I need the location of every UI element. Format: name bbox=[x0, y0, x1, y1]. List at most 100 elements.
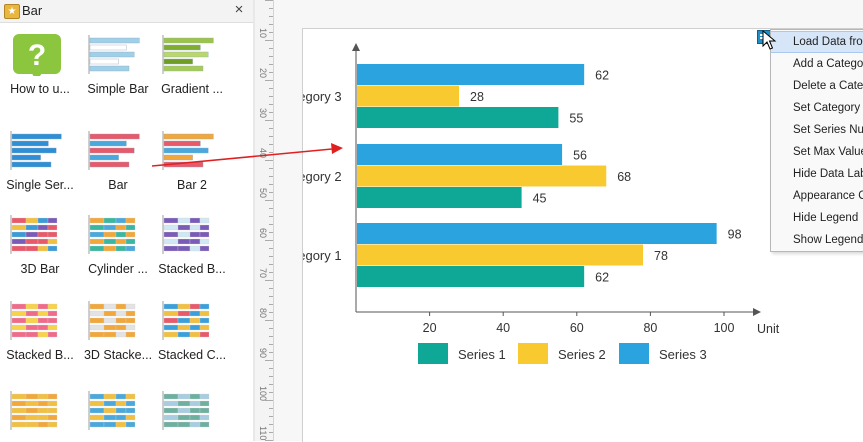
bar[interactable] bbox=[357, 64, 585, 85]
ruler-tick bbox=[269, 248, 273, 249]
template-tile[interactable]: Bar 2 bbox=[152, 128, 228, 198]
close-panel-button[interactable]: × bbox=[234, 1, 244, 18]
ruler-label: 10 bbox=[258, 27, 268, 38]
template-tile[interactable]: 3D Bar bbox=[0, 212, 76, 282]
data-label: 28 bbox=[470, 90, 484, 104]
data-label: 98 bbox=[728, 228, 742, 242]
menu-item[interactable]: Delete a Category bbox=[793, 80, 863, 92]
ruler-tick bbox=[269, 72, 273, 73]
bar[interactable] bbox=[357, 244, 644, 266]
data-label: 45 bbox=[533, 192, 547, 206]
stacked-bar-5-thumbnail bbox=[162, 391, 210, 430]
bar[interactable] bbox=[357, 187, 522, 208]
ruler-tick bbox=[269, 216, 273, 217]
template-tile[interactable] bbox=[152, 388, 228, 441]
ruler-tick bbox=[269, 64, 273, 65]
ruler-tick bbox=[269, 272, 273, 273]
ruler-tick bbox=[269, 16, 273, 17]
stacked-bar-thumbnail bbox=[162, 215, 210, 254]
template-tile[interactable]: Gradient ... bbox=[152, 32, 228, 102]
category-label: Category 2 bbox=[303, 169, 342, 184]
legend-item[interactable]: Series 2 bbox=[518, 343, 606, 364]
stacked-bar-2-thumbnail bbox=[10, 301, 58, 340]
ruler-tick bbox=[269, 408, 273, 409]
bar[interactable] bbox=[357, 85, 460, 107]
template-tile-label: Single Ser... bbox=[6, 178, 74, 192]
ruler-tick bbox=[269, 432, 273, 433]
ruler-tick bbox=[269, 144, 273, 145]
template-tile[interactable]: Cylinder ... bbox=[78, 212, 154, 282]
bar[interactable] bbox=[357, 266, 585, 287]
data-label: 62 bbox=[595, 271, 609, 285]
template-tile-label: How to u... bbox=[10, 82, 70, 96]
template-tile-label: Stacked B... bbox=[6, 348, 74, 362]
ruler-tick bbox=[269, 96, 273, 97]
star-icon: ★ bbox=[4, 4, 20, 19]
simple-bar-thumbnail bbox=[88, 35, 140, 74]
ruler-tick bbox=[265, 200, 273, 201]
template-tile[interactable]: ? How to u... bbox=[0, 32, 76, 102]
ruler-tick bbox=[265, 280, 273, 281]
bar[interactable] bbox=[357, 223, 717, 244]
drawing-page[interactable]: 20 40 60 80 100 Unit Category 1 62 78 98 Category … bbox=[302, 28, 863, 442]
ruler-tick bbox=[265, 80, 273, 81]
cylinder-bar-thumbnail bbox=[88, 215, 136, 254]
template-tile[interactable]: Bar bbox=[78, 128, 154, 198]
ruler-tick bbox=[269, 56, 273, 57]
menu-item[interactable]: Set Series Number bbox=[793, 124, 863, 136]
panel-header: ★ Bar × bbox=[0, 0, 253, 23]
ruler-label: 40 bbox=[258, 147, 268, 158]
menu-item[interactable]: Add a Category bbox=[793, 58, 863, 70]
template-tile[interactable]: Simple Bar bbox=[78, 32, 154, 102]
ruler-tick bbox=[265, 400, 273, 401]
template-tile[interactable] bbox=[78, 388, 154, 441]
ruler-tick bbox=[269, 328, 273, 329]
menu-item[interactable]: Load Data from File bbox=[771, 31, 863, 53]
template-tile[interactable]: Single Ser... bbox=[0, 128, 76, 198]
ruler-tick bbox=[265, 360, 273, 361]
legend-item[interactable]: Series 3 bbox=[619, 343, 707, 364]
menu-item[interactable]: Appearance Options bbox=[793, 190, 863, 202]
bar[interactable] bbox=[357, 107, 559, 128]
menu-item[interactable]: Set Category Number bbox=[793, 102, 863, 114]
3d-bar-thumbnail bbox=[10, 215, 58, 254]
ruler-tick bbox=[269, 112, 273, 113]
ruler-tick bbox=[269, 152, 273, 153]
template-tile-label: Cylinder ... bbox=[88, 262, 148, 276]
menu-item[interactable]: Hide Legend bbox=[793, 212, 859, 224]
bar-chart[interactable]: 20 40 60 80 100 Unit Category 1 62 78 98 Category … bbox=[303, 29, 863, 442]
bar[interactable] bbox=[357, 165, 607, 187]
ruler-tick bbox=[269, 24, 273, 25]
ruler-tick bbox=[269, 128, 273, 129]
ruler-tick bbox=[269, 344, 273, 345]
menu-item[interactable]: Hide Data Label bbox=[793, 168, 863, 180]
legend-swatch bbox=[619, 343, 649, 364]
ruler-label: 60 bbox=[258, 227, 268, 238]
ruler-tick bbox=[269, 136, 273, 137]
ruler-tick bbox=[265, 320, 273, 321]
ruler-label: 20 bbox=[258, 67, 268, 78]
x-tick-label: 100 bbox=[714, 321, 735, 335]
x-tick-label: 60 bbox=[570, 321, 584, 335]
menu-item[interactable]: Set Max Value bbox=[793, 146, 863, 158]
template-tile-label: Stacked C... bbox=[157, 348, 227, 362]
template-tile[interactable]: Stacked C... bbox=[152, 298, 228, 368]
ruler-tick bbox=[269, 208, 273, 209]
template-tile[interactable]: 3D Stacke... bbox=[78, 298, 154, 368]
template-tile[interactable] bbox=[0, 388, 76, 441]
ruler-label: 90 bbox=[258, 347, 268, 358]
legend-item[interactable]: Series 1 bbox=[418, 343, 506, 364]
ruler-tick bbox=[269, 48, 273, 49]
template-tile[interactable]: Stacked B... bbox=[152, 212, 228, 282]
menu-item[interactable]: Show Legend on Top bbox=[793, 234, 863, 246]
single-series-bar-thumbnail bbox=[10, 131, 62, 170]
ruler-tick bbox=[269, 104, 273, 105]
ruler-tick bbox=[269, 224, 273, 225]
category-label: Category 3 bbox=[303, 89, 342, 104]
bar[interactable] bbox=[357, 144, 563, 165]
template-tile-label: Simple Bar bbox=[87, 82, 149, 96]
ruler-tick bbox=[269, 384, 273, 385]
panel-divider[interactable] bbox=[253, 0, 255, 441]
x-tick-label: 20 bbox=[423, 321, 437, 335]
template-tile[interactable]: Stacked B... bbox=[0, 298, 76, 368]
